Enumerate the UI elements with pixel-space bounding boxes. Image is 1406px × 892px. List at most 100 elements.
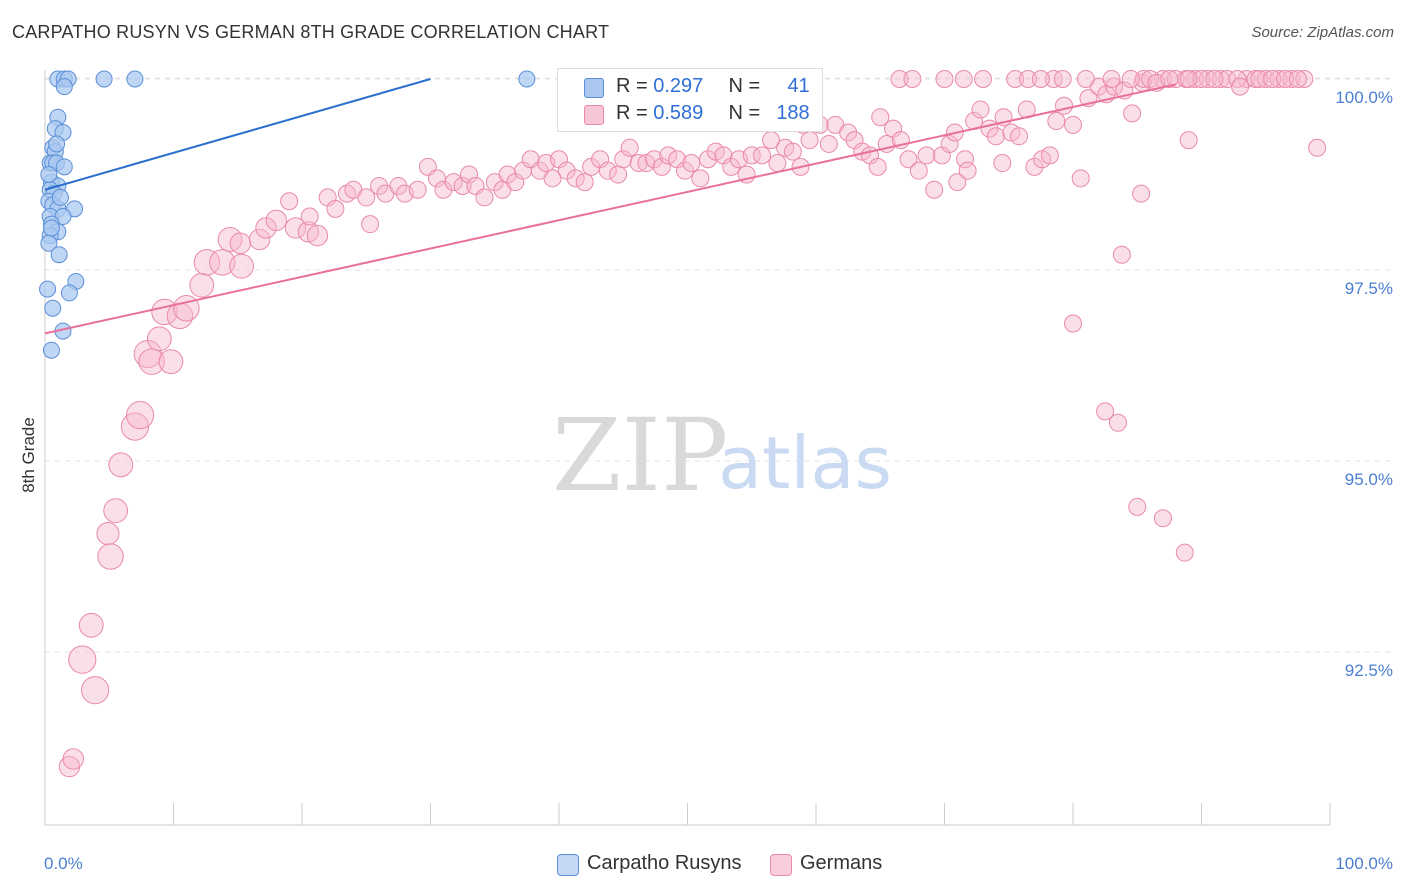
data-point bbox=[361, 215, 380, 234]
data-point bbox=[917, 146, 936, 165]
data-point bbox=[1198, 70, 1217, 88]
data-point bbox=[1231, 77, 1250, 96]
data-point bbox=[819, 134, 838, 153]
data-point bbox=[44, 299, 62, 317]
data-point bbox=[903, 70, 922, 88]
data-point bbox=[1055, 96, 1074, 115]
data-point bbox=[408, 180, 427, 199]
data-point bbox=[691, 169, 710, 188]
legend-r-value: 0.589 bbox=[653, 102, 704, 124]
data-point bbox=[1179, 131, 1198, 150]
data-point bbox=[868, 157, 887, 176]
data-point bbox=[62, 748, 84, 770]
data-point bbox=[675, 161, 694, 180]
data-point bbox=[1121, 70, 1140, 88]
data-point bbox=[1192, 70, 1211, 88]
data-point bbox=[434, 180, 453, 199]
data-point bbox=[146, 326, 172, 352]
y-tick-label: 92.5% bbox=[1345, 661, 1393, 680]
data-point bbox=[839, 123, 858, 142]
data-point bbox=[1108, 413, 1127, 432]
data-point bbox=[871, 108, 890, 127]
data-point bbox=[389, 176, 408, 195]
data-point bbox=[1010, 127, 1029, 146]
data-point bbox=[96, 522, 120, 546]
data-point bbox=[1096, 402, 1115, 421]
data-point bbox=[614, 150, 633, 169]
data-point bbox=[55, 78, 73, 96]
data-point bbox=[1179, 70, 1198, 88]
data-point bbox=[575, 173, 594, 192]
data-point bbox=[51, 188, 69, 206]
data-point bbox=[1288, 70, 1307, 88]
y-tick-label: 97.5% bbox=[1345, 279, 1393, 298]
data-point bbox=[753, 146, 772, 165]
data-point bbox=[940, 134, 959, 153]
data-point bbox=[543, 169, 562, 188]
data-point bbox=[97, 543, 124, 570]
data-point bbox=[78, 612, 104, 638]
germans-points bbox=[58, 70, 1327, 778]
y-tick-label: 95.0% bbox=[1345, 470, 1393, 489]
legend-r-label: R = bbox=[616, 102, 654, 124]
data-point bbox=[48, 135, 66, 153]
data-point bbox=[699, 150, 718, 169]
data-point bbox=[1128, 497, 1147, 516]
data-point bbox=[42, 219, 60, 237]
data-point bbox=[1031, 70, 1050, 88]
series-swatch-blue bbox=[557, 854, 579, 876]
data-point bbox=[768, 154, 787, 173]
data-point bbox=[126, 70, 144, 88]
data-point bbox=[1123, 104, 1142, 123]
series-label: Germans bbox=[800, 852, 883, 874]
data-point bbox=[444, 173, 463, 192]
trend-lines bbox=[44, 78, 1177, 335]
data-point bbox=[284, 217, 307, 239]
data-point bbox=[357, 188, 376, 207]
legend-n-label: N = bbox=[728, 75, 766, 97]
x-tick-label: 100.0% bbox=[1335, 854, 1393, 873]
data-point bbox=[935, 70, 954, 88]
data-point bbox=[498, 165, 517, 184]
data-point bbox=[582, 157, 601, 176]
data-point bbox=[566, 169, 585, 188]
stats-legend: R = 0.297 N = 41 R = 0.589 N = 188 bbox=[557, 68, 823, 132]
data-point bbox=[1166, 70, 1185, 88]
data-point bbox=[609, 165, 628, 184]
data-point bbox=[1025, 157, 1044, 176]
data-point bbox=[370, 176, 389, 195]
series-label: Carpatho Rusyns bbox=[587, 852, 742, 874]
data-point bbox=[948, 173, 967, 192]
data-point bbox=[300, 207, 319, 226]
data-point bbox=[1295, 70, 1314, 88]
legend-n-label: N = bbox=[728, 102, 766, 124]
data-point bbox=[629, 154, 648, 173]
data-point bbox=[1153, 509, 1172, 528]
data-point bbox=[108, 452, 134, 478]
data-point bbox=[460, 165, 479, 184]
data-point bbox=[81, 676, 110, 705]
data-point bbox=[1282, 70, 1301, 88]
data-point bbox=[248, 228, 271, 251]
data-point bbox=[958, 161, 977, 180]
data-point bbox=[1250, 70, 1269, 88]
data-point bbox=[1047, 112, 1066, 131]
data-point bbox=[682, 154, 701, 173]
data-point bbox=[645, 150, 664, 169]
data-point bbox=[68, 645, 97, 674]
data-point bbox=[125, 401, 155, 430]
chart-title: CARPATHO RUSYN VS GERMAN 8TH GRADE CORRE… bbox=[12, 22, 610, 42]
y-tick-label: 100.0% bbox=[1335, 88, 1393, 107]
data-point bbox=[475, 188, 494, 207]
data-point bbox=[722, 157, 741, 176]
data-point bbox=[1263, 70, 1282, 88]
data-point bbox=[890, 70, 909, 88]
source-label: Source: ZipAtlas.com bbox=[1251, 24, 1394, 41]
data-point bbox=[659, 146, 678, 165]
tick-labels: 100.0% 97.5% 95.0% 92.5% 0.0% 100.0% bbox=[44, 88, 1393, 873]
watermark: ZIP atlas bbox=[552, 397, 892, 514]
data-point bbox=[1132, 184, 1151, 203]
data-point bbox=[783, 142, 802, 161]
data-point bbox=[138, 348, 165, 375]
watermark-zip: ZIP bbox=[552, 397, 728, 514]
